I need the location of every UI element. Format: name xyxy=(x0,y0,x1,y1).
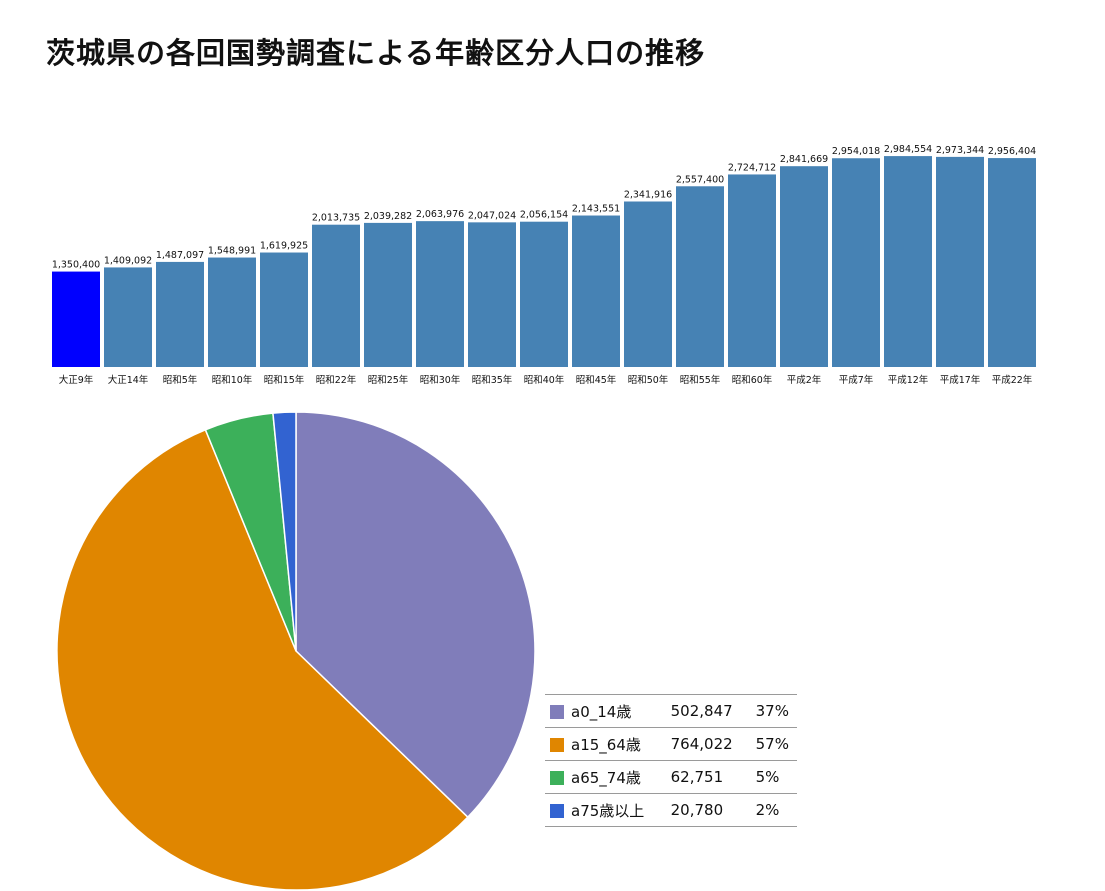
bar-category-label: 昭和60年 xyxy=(732,374,773,386)
legend-label: a0_14歳 xyxy=(571,702,632,721)
bar-value-label: 2,557,400 xyxy=(676,174,724,185)
bar-category-label: 昭和35年 xyxy=(472,374,513,386)
bar-value-label: 2,056,154 xyxy=(520,210,568,221)
legend-percent: 2% xyxy=(745,793,797,827)
legend-swatch xyxy=(550,803,564,818)
bar-category-label: 昭和25年 xyxy=(368,374,409,386)
bar-value-label: 1,350,400 xyxy=(52,260,100,271)
legend-value: 62,751 xyxy=(662,760,746,794)
legend-swatch xyxy=(550,704,564,719)
legend-row: a15_64歳 764,022 57% xyxy=(545,727,797,761)
age-pie-chart xyxy=(56,411,536,891)
bar-category-label: 昭和22年 xyxy=(316,374,357,386)
pie-slice-a15_64歳 xyxy=(56,428,469,891)
legend-percent: 37% xyxy=(745,694,797,728)
pie-slice-a0_14歳 xyxy=(295,411,536,819)
legend-row: a75歳以上 20,780 2% xyxy=(545,793,797,827)
legend-swatch xyxy=(550,770,564,785)
bar-category-label: 大正9年 xyxy=(59,374,94,386)
bar-大正14年 xyxy=(104,267,152,367)
bar-昭和35年 xyxy=(468,222,516,367)
legend-label: a65_74歳 xyxy=(571,768,641,787)
legend-percent: 5% xyxy=(745,760,797,794)
bar-value-label: 2,047,024 xyxy=(468,210,516,221)
bar-category-label: 平成17年 xyxy=(940,374,981,386)
bar-昭和55年 xyxy=(676,186,724,367)
bar-category-label: 昭和15年 xyxy=(264,374,305,386)
bar-value-label: 2,973,344 xyxy=(936,145,984,156)
bar-category-label: 昭和10年 xyxy=(212,374,253,386)
bar-value-label: 2,841,669 xyxy=(780,154,828,165)
legend-percent: 57% xyxy=(745,727,797,761)
bar-value-label: 2,039,282 xyxy=(364,211,412,222)
legend-row: a0_14歳 502,847 37% xyxy=(545,694,797,728)
population-bar-chart: 1,350,400 大正9年 1,409,092 大正14年 1,487,097 昭和5年… xyxy=(52,144,1036,386)
page-title: 茨城県の各回国勢調査による年齢区分人口の推移 xyxy=(46,36,706,70)
bar-昭和25年 xyxy=(364,222,412,367)
bar-昭和30年 xyxy=(416,221,464,367)
bar-昭和10年 xyxy=(208,257,256,367)
bar-value-label: 2,984,554 xyxy=(884,144,932,155)
bar-昭和22年 xyxy=(312,224,360,367)
bar-category-label: 昭和30年 xyxy=(420,374,461,386)
bar-value-label: 2,063,976 xyxy=(416,209,464,220)
legend-label: a75歳以上 xyxy=(571,801,645,820)
bar-value-label: 2,013,735 xyxy=(312,213,360,224)
bar-昭和40年 xyxy=(520,221,568,367)
bar-value-label: 1,548,991 xyxy=(208,246,256,257)
pie-slice-a75歳以上 xyxy=(272,411,297,652)
bar-category-label: 昭和55年 xyxy=(680,374,721,386)
bar-value-label: 2,341,916 xyxy=(624,190,672,201)
legend-value: 764,022 xyxy=(662,727,746,761)
bar-value-label: 1,487,097 xyxy=(156,250,204,261)
bar-value-label: 2,956,404 xyxy=(988,146,1036,157)
legend-value: 502,847 xyxy=(662,694,746,728)
bar-昭和50年 xyxy=(624,201,672,367)
bar-value-label: 2,954,018 xyxy=(832,146,880,157)
pie-legend: a0_14歳 502,847 37% a15_64歳 764,022 57% a65_74歳… xyxy=(545,694,797,827)
legend-row: a65_74歳 62,751 5% xyxy=(545,760,797,794)
bar-category-label: 昭和45年 xyxy=(576,374,617,386)
bar-category-label: 平成22年 xyxy=(992,374,1033,386)
legend-value: 20,780 xyxy=(662,793,746,827)
bar-平成17年 xyxy=(936,156,984,367)
legend-label: a15_64歳 xyxy=(571,735,641,754)
bar-category-label: 昭和5年 xyxy=(163,374,198,386)
legend-swatch xyxy=(550,737,564,752)
bar-昭和45年 xyxy=(572,215,620,367)
bar-value-label: 1,619,925 xyxy=(260,241,308,252)
bar-category-label: 大正14年 xyxy=(108,374,149,386)
bar-昭和5年 xyxy=(156,261,204,367)
bar-value-label: 1,409,092 xyxy=(104,255,152,266)
bar-昭和60年 xyxy=(728,174,776,367)
bar-平成2年 xyxy=(780,166,828,367)
bar-平成22年 xyxy=(988,158,1036,367)
bar-value-label: 2,143,551 xyxy=(572,204,620,215)
bar-平成12年 xyxy=(884,156,932,367)
bar-category-label: 平成7年 xyxy=(839,374,874,386)
bar-平成7年 xyxy=(832,158,880,367)
bar-category-label: 平成2年 xyxy=(787,374,822,386)
bar-昭和15年 xyxy=(260,252,308,367)
bar-category-label: 昭和50年 xyxy=(628,374,669,386)
bar-value-label: 2,724,712 xyxy=(728,162,776,173)
bar-大正9年 xyxy=(52,271,100,367)
bar-category-label: 平成12年 xyxy=(888,374,929,386)
bar-category-label: 昭和40年 xyxy=(524,374,565,386)
